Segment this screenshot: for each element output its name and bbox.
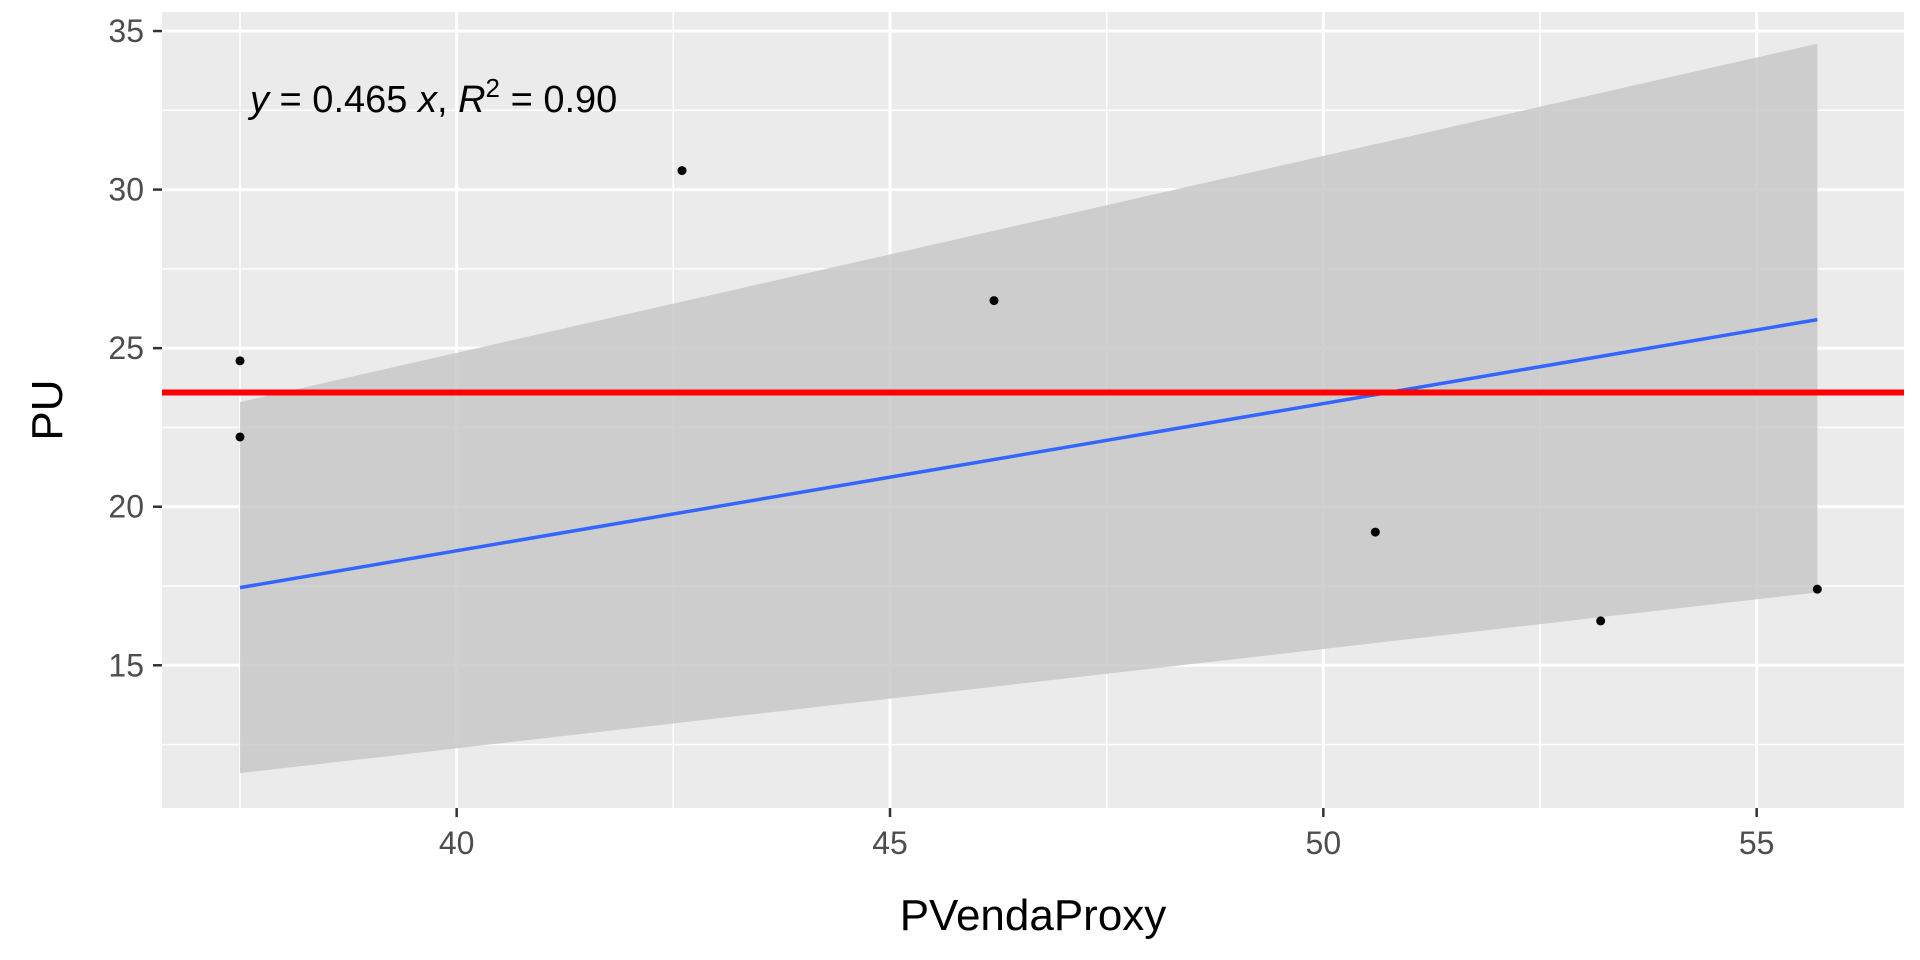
y-tick-label: 20 [108, 489, 144, 525]
x-tick-label: 55 [1739, 825, 1775, 861]
y-axis-title: PU [23, 379, 72, 440]
data-point [235, 356, 245, 366]
eq-r-var: R [458, 79, 485, 121]
confidence-band [240, 43, 1818, 774]
x-axis-title: PVendaProxy [900, 891, 1167, 940]
data-point [1370, 527, 1380, 537]
x-tick-label: 45 [872, 825, 908, 861]
data-points [235, 166, 1822, 626]
regression-equation: y = 0.465 x, R2 = 0.90 [247, 73, 617, 121]
x-axis: 40 45 50 55 [439, 808, 1775, 861]
eq-r-exp: 2 [486, 73, 500, 103]
data-point [235, 432, 245, 442]
eq-slope: = 0.465 [269, 79, 418, 121]
y-tick-label: 25 [108, 330, 144, 366]
y-tick-label: 35 [108, 13, 144, 49]
y-axis: 15 20 25 30 35 [108, 13, 162, 683]
eq-sep: , [437, 79, 458, 121]
data-point [1596, 616, 1606, 626]
data-point [677, 166, 687, 176]
regression-line [239, 317, 1818, 590]
data-point [989, 296, 999, 306]
eq-r-val: = 0.90 [500, 79, 617, 121]
eq-x-var: x [416, 79, 439, 121]
eq-y-var: y [247, 79, 271, 121]
x-tick-label: 50 [1306, 825, 1342, 861]
y-tick-label: 15 [108, 647, 144, 683]
y-tick-label: 30 [108, 172, 144, 208]
x-tick-label: 40 [439, 825, 475, 861]
data-point [1812, 584, 1822, 594]
